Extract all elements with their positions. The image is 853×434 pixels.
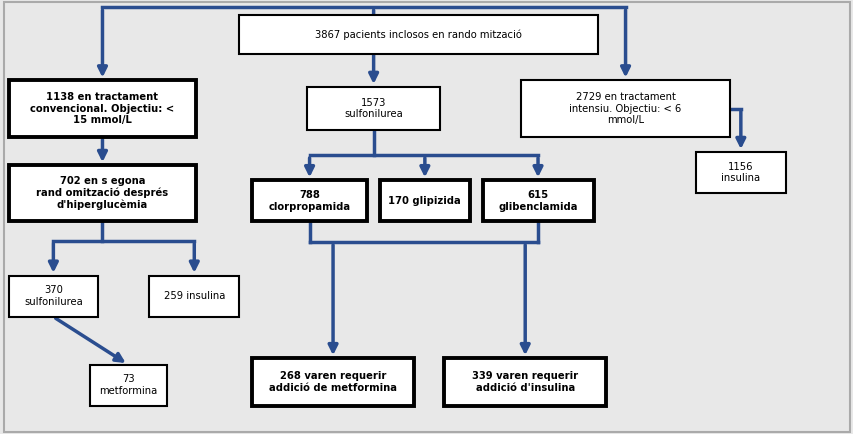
FancyBboxPatch shape (380, 180, 469, 221)
Text: 2729 en tractament
intensiu. Objectiu: < 6
mmol/L: 2729 en tractament intensiu. Objectiu: <… (569, 92, 681, 125)
Text: 370
sulfonilurea: 370 sulfonilurea (24, 286, 83, 307)
FancyBboxPatch shape (520, 80, 729, 137)
Text: 170 glipizida: 170 glipizida (388, 196, 461, 206)
FancyBboxPatch shape (307, 87, 439, 130)
Text: 615
glibenclamida: 615 glibenclamida (497, 190, 577, 211)
FancyBboxPatch shape (695, 152, 785, 193)
Text: 259 insulina: 259 insulina (164, 291, 224, 301)
Text: 339 varen requerir
addició d'insulina: 339 varen requerir addició d'insulina (472, 371, 577, 393)
FancyBboxPatch shape (9, 165, 196, 221)
FancyBboxPatch shape (444, 358, 606, 406)
FancyBboxPatch shape (149, 276, 239, 317)
Text: 1573
sulfonilurea: 1573 sulfonilurea (344, 98, 403, 119)
Text: 73
metformina: 73 metformina (99, 375, 157, 396)
FancyBboxPatch shape (9, 276, 98, 317)
Text: 1156
insulina: 1156 insulina (721, 162, 759, 183)
FancyBboxPatch shape (252, 358, 414, 406)
FancyBboxPatch shape (482, 180, 593, 221)
FancyBboxPatch shape (90, 365, 166, 406)
FancyBboxPatch shape (9, 80, 196, 137)
Text: 268 varen requerir
addició de metformina: 268 varen requerir addició de metformina (269, 371, 397, 393)
Text: 3867 pacients inclosos en rando mització: 3867 pacients inclosos en rando mització (315, 30, 521, 40)
FancyBboxPatch shape (252, 180, 367, 221)
FancyBboxPatch shape (239, 15, 597, 54)
Text: 702 en s egona
rand omització després
d'hiperglucèmia: 702 en s egona rand omització després d'… (37, 176, 168, 210)
Text: 1138 en tractament
convencional. Objectiu: <
15 mmol/L: 1138 en tractament convencional. Objecti… (31, 92, 174, 125)
Text: 788
clorpropamida: 788 clorpropamida (268, 190, 351, 211)
